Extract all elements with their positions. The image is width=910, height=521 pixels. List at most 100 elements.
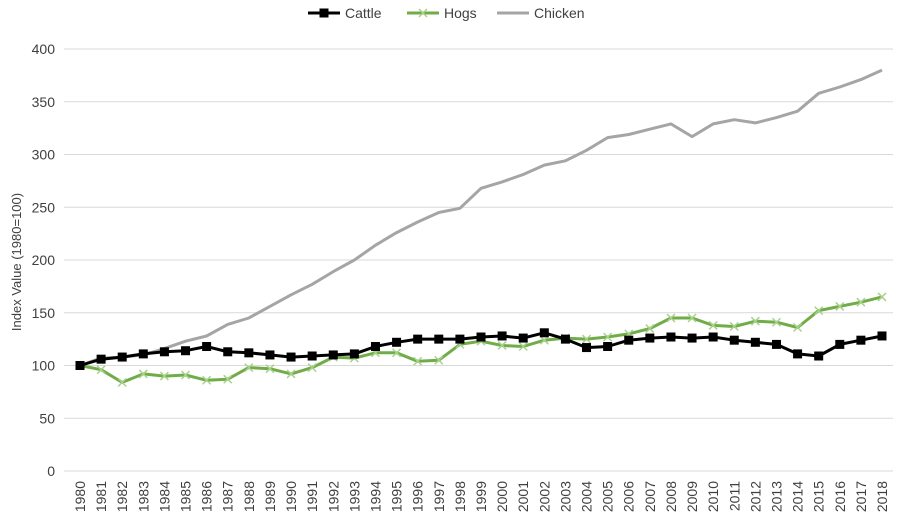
x-tick-label: 2000	[494, 481, 510, 512]
y-tick-label: 100	[32, 358, 56, 374]
cattle-point	[560, 334, 570, 344]
hogs-point	[244, 363, 254, 373]
cattle-point	[265, 350, 275, 360]
series-lines	[75, 68, 887, 387]
hogs-point	[159, 371, 169, 381]
x-tick-label: 1993	[346, 481, 362, 512]
x-tick-label: 1994	[367, 481, 383, 512]
hogs-point	[392, 348, 402, 358]
chicken-line	[79, 68, 883, 367]
hogs-point	[666, 313, 676, 323]
hogs-point	[518, 341, 528, 352]
cattle-point	[455, 334, 465, 344]
x-tick-label: 1997	[431, 481, 447, 512]
hogs-point	[307, 363, 317, 373]
x-tick-label: 2002	[536, 481, 552, 512]
hogs-point	[117, 377, 127, 387]
cattle-point	[96, 354, 106, 364]
x-tick-label: 2010	[705, 481, 721, 512]
cattle-point	[181, 346, 191, 356]
cattle-point	[856, 335, 866, 345]
y-tick-label: 250	[32, 199, 56, 215]
cattle-point	[835, 339, 845, 349]
x-tick-label: 2009	[684, 481, 700, 512]
hogs-point	[413, 356, 423, 366]
cattle-point	[159, 347, 169, 357]
x-tick-label: 1988	[241, 481, 257, 512]
cattle-point	[413, 334, 423, 344]
x-tick-label: 2014	[790, 481, 806, 512]
legend-marker-hogs	[418, 8, 428, 18]
cattle-point	[117, 352, 127, 362]
hogs-point	[223, 374, 233, 384]
x-tick-label: 1985	[178, 481, 194, 512]
x-tick-label: 2018	[874, 481, 890, 512]
legend-label-cattle: Cattle	[345, 5, 382, 21]
y-tick-label: 300	[32, 147, 56, 163]
x-tick-label: 1981	[93, 481, 109, 512]
x-tick-label: 2004	[579, 481, 595, 512]
x-tick-label: 2003	[557, 481, 573, 512]
x-tick-label: 1999	[473, 481, 489, 512]
series-chicken	[79, 68, 883, 367]
hogs-point	[750, 316, 760, 326]
cattle-point	[793, 349, 803, 359]
legend: Cattle Hogs Chicken	[308, 5, 585, 21]
x-tick-label: 1998	[452, 481, 468, 512]
cattle-point	[286, 352, 296, 362]
x-tick-label: 1984	[156, 481, 172, 512]
hogs-point	[814, 306, 824, 316]
cattle-point	[666, 332, 676, 342]
legend-marker-cattle	[319, 8, 329, 18]
x-tick-label: 2001	[515, 481, 531, 512]
hogs-point	[96, 365, 106, 375]
hogs-point	[434, 355, 444, 365]
x-tick-label: 1989	[262, 481, 278, 512]
x-tick-label: 1983	[135, 481, 151, 512]
cattle-point	[771, 339, 781, 349]
x-tick-label: 1995	[389, 481, 405, 512]
x-tick-label: 1986	[199, 481, 215, 512]
x-tick-label: 1982	[114, 481, 130, 512]
legend-item-hogs: Hogs	[407, 5, 477, 21]
cattle-point	[877, 331, 887, 341]
x-tick-label: 2015	[811, 481, 827, 512]
x-tick-label: 2017	[853, 481, 869, 512]
cattle-point	[75, 361, 85, 370]
cattle-point	[750, 337, 760, 347]
gridlines	[64, 48, 893, 472]
x-tick-label: 2013	[768, 481, 784, 512]
cattle-point	[497, 331, 507, 341]
cattle-point	[307, 351, 317, 361]
hogs-point	[793, 322, 803, 333]
legend-item-chicken: Chicken	[497, 5, 585, 21]
x-tick-label: 1991	[304, 481, 320, 512]
cattle-point	[202, 342, 212, 352]
x-tick-label: 1990	[283, 481, 299, 512]
y-tick-label: 150	[32, 305, 56, 321]
hogs-point	[497, 340, 507, 350]
x-tick-label: 2007	[642, 481, 658, 512]
cattle-point	[814, 351, 824, 361]
cattle-point	[708, 332, 718, 342]
x-tick-label: 1992	[325, 481, 341, 512]
hogs-point	[202, 375, 212, 385]
hogs-point	[286, 369, 296, 379]
legend-label-hogs: Hogs	[444, 5, 477, 21]
cattle-point	[370, 342, 380, 352]
cattle-point	[392, 337, 402, 347]
cattle-point	[603, 342, 613, 352]
hogs-point	[877, 292, 887, 302]
cattle-point	[138, 349, 148, 359]
cattle-point	[582, 343, 592, 353]
cattle-point	[434, 334, 444, 344]
y-tick-label: 400	[32, 41, 56, 57]
hogs-point	[687, 313, 697, 323]
hogs-point	[645, 324, 655, 334]
hogs-point	[771, 317, 782, 327]
cattle-point	[539, 328, 549, 338]
hogs-point	[708, 320, 718, 330]
hogs-point	[581, 334, 592, 344]
cattle-point	[729, 335, 739, 345]
